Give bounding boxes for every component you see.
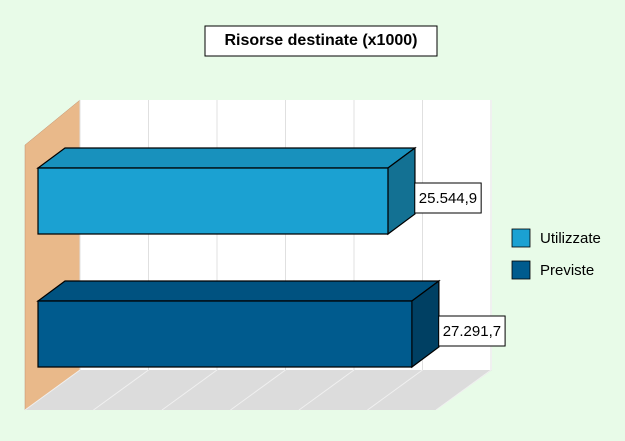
floor-grid-line	[298, 369, 355, 411]
legend-swatch	[511, 228, 531, 248]
bar-front	[37, 300, 413, 368]
bar-top	[36, 147, 417, 169]
value-label-box	[438, 315, 506, 347]
value-label-box	[414, 182, 482, 214]
bar-top	[36, 280, 441, 302]
value-label: 27.291,7	[443, 323, 501, 340]
chart-title: Risorse destinate (x1000)	[225, 32, 418, 49]
value-label: 25.544,9	[419, 190, 477, 207]
bar-front	[37, 167, 389, 235]
legend-label: Utilizzate	[540, 230, 601, 247]
floor-grid-line	[367, 369, 423, 411]
floor-grid-line	[161, 369, 218, 411]
title-box	[204, 25, 438, 57]
legend-swatch	[511, 260, 531, 280]
floor-grid-line	[24, 369, 81, 411]
floor-grid-line	[93, 369, 149, 411]
floor-grid-line	[435, 369, 492, 411]
bar	[36, 279, 441, 369]
legend-label: Previste	[540, 262, 594, 279]
floor-grid-line	[230, 369, 286, 411]
bar	[36, 146, 417, 236]
